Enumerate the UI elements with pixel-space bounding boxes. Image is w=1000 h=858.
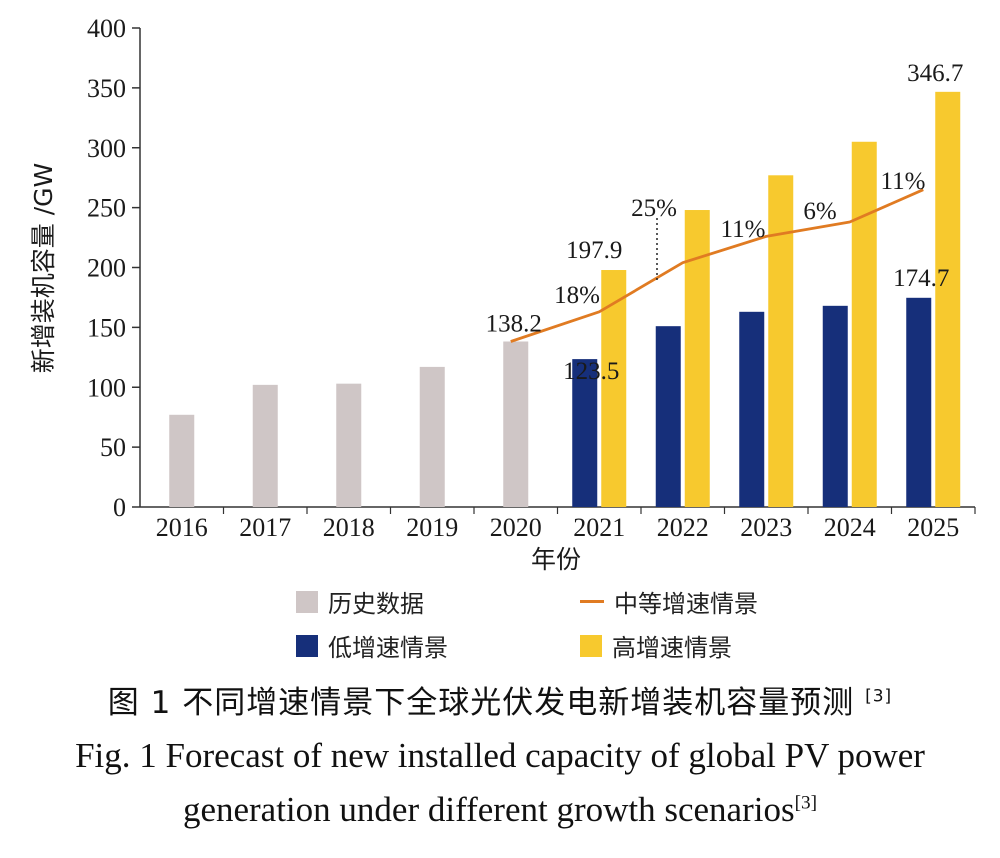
y-tick-label: 400 bbox=[87, 14, 126, 43]
x-tick-label: 2022 bbox=[657, 513, 709, 542]
axes: 0 50 100 150 200 250 300 350 400 2016 2017 2018 2019… bbox=[87, 14, 976, 542]
growth-rate-label: 11% bbox=[721, 216, 766, 243]
bar-high-growth bbox=[851, 141, 877, 507]
bar-history bbox=[169, 414, 195, 507]
y-tick-label: 250 bbox=[87, 194, 126, 223]
y-tick-label: 150 bbox=[87, 313, 126, 342]
caption-english-line1: Fig. 1 Forecast of new installed capacit… bbox=[0, 736, 1000, 776]
x-tick-label: 2018 bbox=[323, 513, 375, 542]
legend-swatch-high bbox=[580, 634, 602, 657]
bar-high-growth bbox=[935, 91, 961, 507]
legend-label-history: 历史数据 bbox=[328, 590, 424, 618]
bar-low-growth bbox=[739, 311, 765, 507]
legend: 历史数据 中等增速情景 低增速情景 高增速情景 bbox=[296, 578, 856, 668]
caption-english-line1-text: Fig. 1 Forecast of new installed capacit… bbox=[75, 736, 925, 775]
data-label: 197.9 bbox=[566, 237, 622, 264]
legend-item-medium: 中等增速情景 bbox=[580, 584, 758, 619]
caption-chinese-text: 图 1 不同增速情景下全球光伏发电新增装机容量预测 bbox=[107, 685, 855, 721]
growth-rate-label: 11% bbox=[881, 168, 926, 195]
x-axis-label: 年份 bbox=[531, 545, 581, 574]
x-tick-label: 2016 bbox=[156, 513, 208, 542]
legend-item-high: 高增速情景 bbox=[580, 628, 732, 663]
bar-low-growth bbox=[655, 326, 681, 507]
bar-history bbox=[419, 366, 445, 507]
legend-label-low: 低增速情景 bbox=[328, 634, 448, 662]
x-tick-label: 2017 bbox=[239, 513, 291, 542]
bar-high-growth bbox=[768, 175, 794, 508]
legend-label-medium: 中等增速情景 bbox=[614, 590, 758, 618]
bar-history bbox=[336, 383, 362, 507]
legend-item-history: 历史数据 bbox=[296, 584, 424, 619]
x-tick-label: 2020 bbox=[490, 513, 542, 542]
data-label: 346.7 bbox=[907, 60, 963, 87]
y-tick-label: 100 bbox=[87, 373, 126, 402]
caption-english-line2: generation under different growth scenar… bbox=[0, 790, 1000, 830]
bar-low-growth bbox=[822, 305, 848, 507]
growth-rate-label: 25% bbox=[631, 195, 677, 222]
y-tick-label: 50 bbox=[100, 433, 126, 462]
legend-swatch-history bbox=[296, 590, 318, 613]
x-tick-label: 2024 bbox=[824, 513, 876, 542]
growth-rate-label: 6% bbox=[803, 198, 836, 225]
bar-low-growth bbox=[572, 359, 598, 507]
legend-swatch-low bbox=[296, 634, 318, 657]
bar-history bbox=[252, 384, 278, 507]
y-tick-label: 300 bbox=[87, 134, 126, 163]
caption-chinese-ref: [3] bbox=[865, 686, 893, 707]
line-series bbox=[510, 188, 924, 343]
x-tick-label: 2025 bbox=[907, 513, 959, 542]
line-medium-growth bbox=[510, 188, 924, 343]
y-tick-label: 200 bbox=[87, 254, 126, 283]
data-label: 138.2 bbox=[486, 311, 542, 338]
x-tick-label: 2021 bbox=[573, 513, 625, 542]
data-label: 174.7 bbox=[893, 265, 949, 292]
y-tick-label: 350 bbox=[87, 74, 126, 103]
y-tick-label: 0 bbox=[113, 493, 126, 522]
growth-rate-label: 18% bbox=[554, 282, 600, 309]
bars bbox=[169, 91, 961, 508]
caption-chinese: 图 1 不同增速情景下全球光伏发电新增装机容量预测 [3] bbox=[0, 677, 1000, 722]
legend-label-high: 高增速情景 bbox=[612, 634, 732, 662]
legend-swatch-medium bbox=[580, 600, 604, 603]
y-axis-label: 新增装机容量 /GW bbox=[29, 163, 58, 373]
bar-low-growth bbox=[906, 297, 932, 507]
bar-high-growth bbox=[601, 270, 627, 507]
legend-item-low: 低增速情景 bbox=[296, 628, 448, 663]
chart-svg: 0 50 100 150 200 250 300 350 400 2016 2017 2018 2019… bbox=[29, 14, 976, 574]
caption-english-line2-text: generation under different growth scenar… bbox=[182, 790, 795, 829]
labels: 138.2 123.5 197.9 174.7 346.7 18% 25% 11% 6% 11% bbox=[486, 60, 964, 385]
caption-english-ref: [3] bbox=[794, 792, 818, 814]
data-label: 123.5 bbox=[563, 358, 619, 385]
bar-history bbox=[503, 341, 529, 507]
x-tick-label: 2023 bbox=[740, 513, 792, 542]
x-tick-label: 2019 bbox=[406, 513, 458, 542]
